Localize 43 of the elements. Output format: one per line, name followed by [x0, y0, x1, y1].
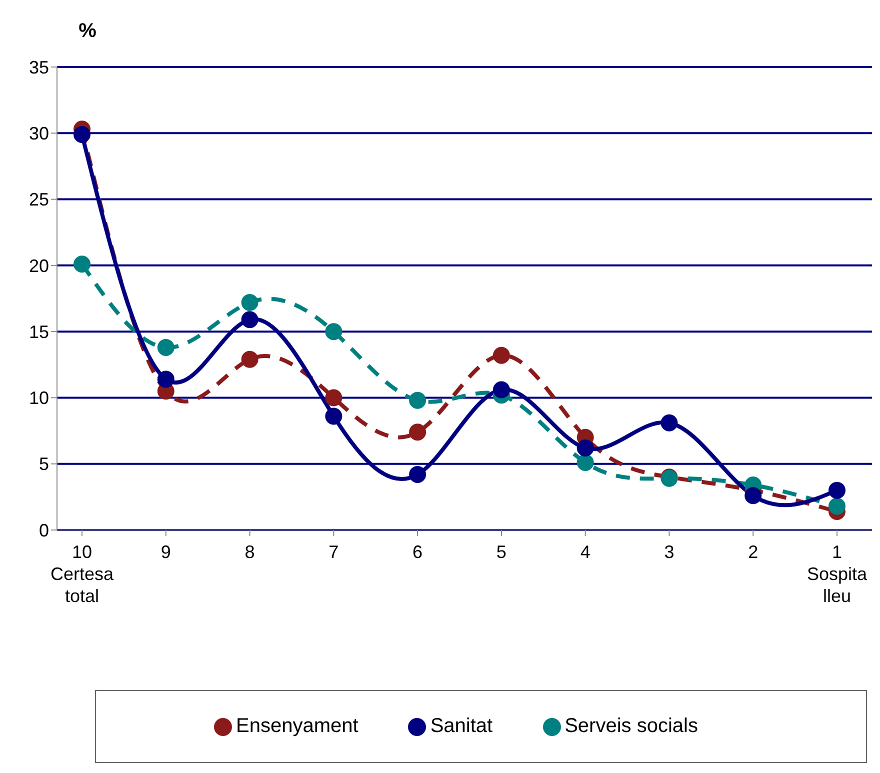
point [660, 414, 678, 432]
y-tick-label: 10 [28, 388, 49, 408]
x-tick-label: 6 [412, 542, 423, 562]
point [828, 498, 846, 515]
point [241, 311, 258, 328]
legend-label: Serveis socials [564, 715, 698, 737]
legend-label: Sanitat [430, 715, 493, 737]
point [241, 294, 258, 311]
point [157, 338, 174, 356]
point [325, 389, 342, 406]
y-tick-label: 35 [28, 57, 49, 78]
x-tick-label: 9 [160, 542, 171, 562]
x-tick-label: 2 [748, 542, 758, 562]
point [576, 439, 594, 456]
y-tick-label: 5 [38, 454, 49, 474]
x-tick-label: 4 [580, 542, 590, 562]
y-tick-label: 15 [28, 322, 49, 342]
point [744, 487, 762, 504]
point [409, 466, 426, 483]
x-tick-label: 10 Certesa total [50, 542, 114, 606]
point [492, 381, 510, 398]
point [409, 424, 426, 441]
point [492, 346, 510, 364]
point [241, 350, 258, 368]
point [74, 126, 90, 143]
y-axis-title: % [78, 20, 97, 42]
point [409, 392, 426, 409]
point [828, 482, 846, 499]
y-tick-label: 30 [28, 124, 49, 144]
x-tick-label: 7 [328, 542, 339, 562]
y-tick-label: 25 [28, 190, 49, 210]
point [157, 370, 174, 388]
y-tick-label: 0 [38, 520, 49, 540]
x-tick-label: 1 Sospita lleu [806, 542, 868, 606]
point [325, 408, 342, 425]
legend-label: Ensenyament [236, 715, 358, 737]
x-tick-label: 3 [664, 542, 674, 562]
x-tick-label: 8 [244, 542, 255, 562]
y-tick-label: 20 [28, 256, 49, 276]
point [325, 323, 342, 340]
point [74, 256, 90, 273]
x-tick-label: 5 [496, 542, 506, 562]
point [576, 454, 594, 472]
